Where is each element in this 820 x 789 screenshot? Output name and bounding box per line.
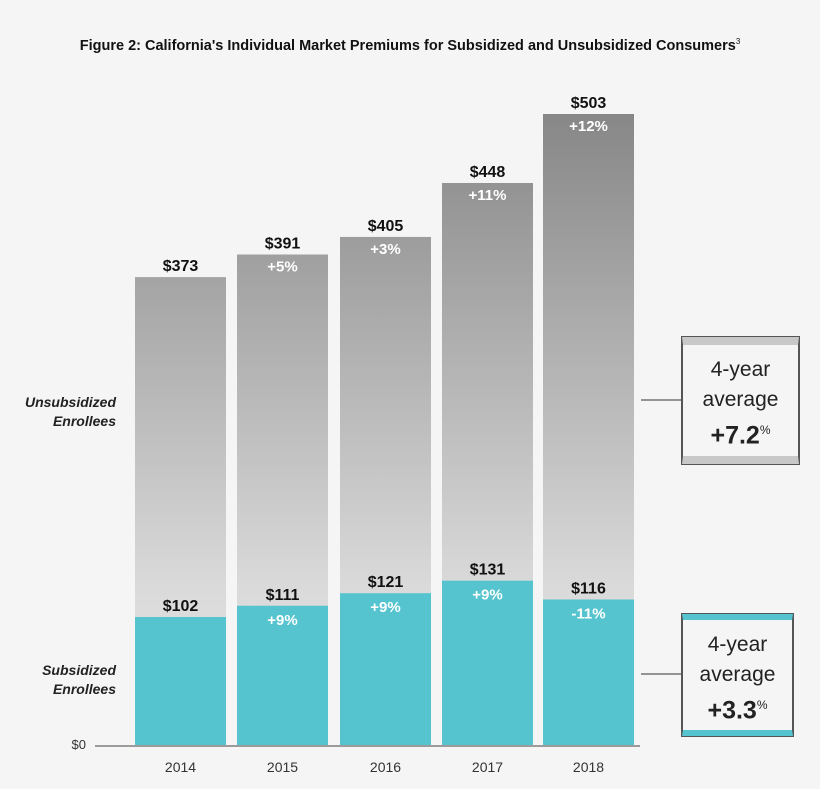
- subsidized-change-label: +9%: [472, 587, 502, 604]
- x-tick-label: 2018: [573, 759, 604, 775]
- chart-title-text: Figure 2: California's Individual Market…: [79, 37, 736, 54]
- subsidized-value-label: $111: [266, 587, 300, 604]
- callout-line2: average: [699, 663, 776, 686]
- y-tick-label: $0: [72, 737, 86, 752]
- x-tick-label: 2016: [370, 759, 401, 775]
- subsidized-bar-2014: [135, 617, 226, 745]
- subsidized-label-text: Subsidized Enrollees: [42, 662, 116, 697]
- x-tick-label: 2017: [472, 759, 503, 775]
- footnote-marker: 3: [735, 37, 741, 46]
- callout-unit: %: [759, 423, 771, 437]
- subsidized-series-label: Subsidized Enrollees: [0, 661, 116, 699]
- unsubsidized-value-label: $391: [265, 236, 301, 253]
- subsidized-value-label: $121: [368, 574, 404, 591]
- unsubsidized-series-label: Unsubsidized Enrollees: [0, 393, 116, 431]
- subsidized-value-label: $102: [163, 598, 199, 615]
- callout-line1: 4-year: [707, 633, 768, 656]
- unsubsidized-value-label: $448: [470, 164, 506, 181]
- subsidized-value-label: $131: [470, 562, 506, 579]
- unsubsidized-change-label: +5%: [267, 259, 297, 276]
- subsidized-bar-2015: [237, 605, 328, 745]
- unsubsidized-change-label: +12%: [569, 118, 608, 135]
- x-tick-label: 2014: [165, 759, 196, 775]
- unsubsidized-change-label: +11%: [469, 187, 507, 204]
- callout-value-text: +3.3: [707, 696, 757, 725]
- x-tick-label: 2015: [267, 759, 298, 775]
- subsidized-change-label: -11%: [571, 605, 605, 622]
- callout-value-text: +7.2: [710, 421, 760, 450]
- unsubsidized-value-label: $503: [571, 95, 607, 112]
- subsidized-bar-2017: [442, 580, 533, 745]
- unsubsidized-value-label: $373: [163, 258, 199, 275]
- subsidized-bar-2018: [543, 599, 634, 745]
- subsidized-change-label: +9%: [370, 599, 400, 616]
- subsidized-value-label: $116: [571, 580, 606, 597]
- subsidized-change-label: +9%: [267, 612, 297, 629]
- subsidized-average-callout: 4-year average +3.3%: [681, 613, 794, 737]
- callout-value: +7.2%: [683, 415, 798, 450]
- unsubsidized-label-text: Unsubsidized Enrollees: [24, 394, 116, 429]
- unsubsidized-change-label: +3%: [370, 241, 400, 258]
- callout-value: +3.3%: [683, 690, 792, 725]
- callout-line2: average: [702, 388, 779, 411]
- callout-line1: 4-year: [710, 358, 771, 381]
- chart-title: Figure 2: California's Individual Market…: [0, 37, 820, 54]
- subsidized-bar-2016: [340, 593, 431, 745]
- callout-unit: %: [756, 698, 768, 712]
- unsubsidized-value-label: $405: [368, 218, 404, 235]
- unsubsidized-average-callout: 4-year average +7.2%: [681, 336, 800, 465]
